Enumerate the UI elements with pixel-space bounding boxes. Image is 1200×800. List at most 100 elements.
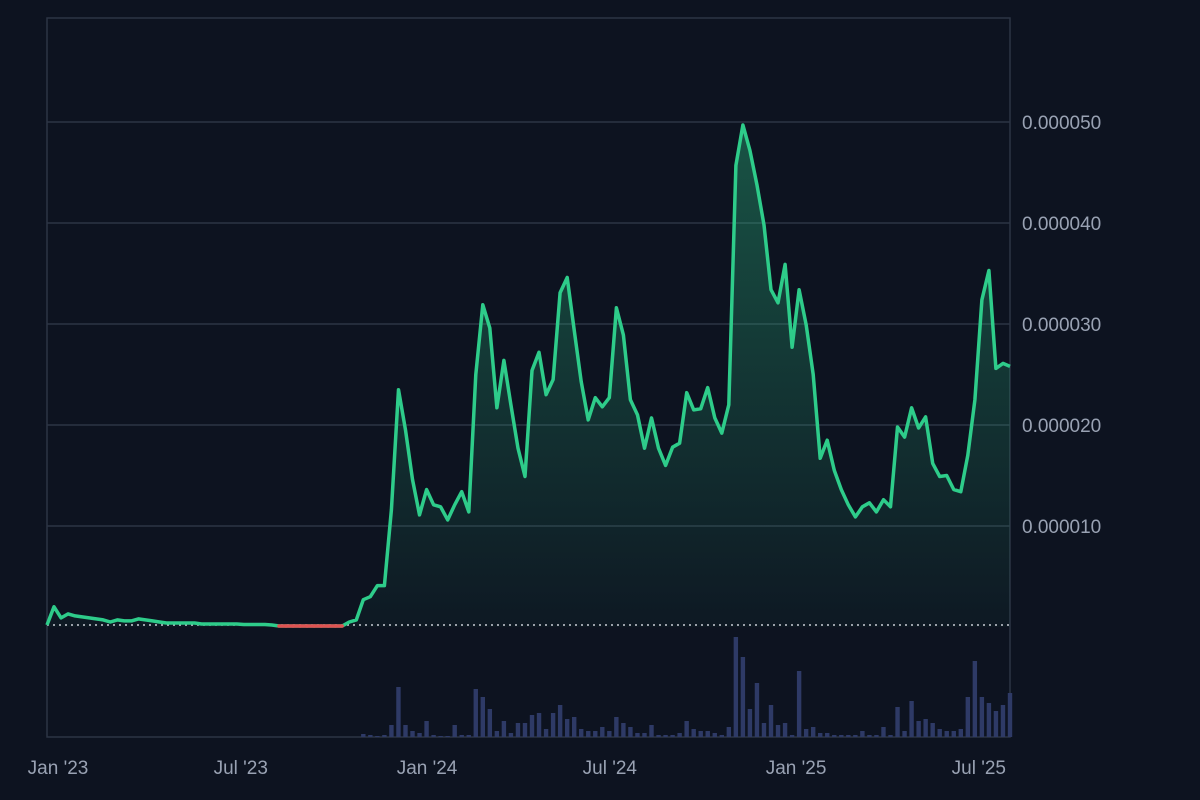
volume-bar (635, 733, 640, 737)
x-tick-label: Jul '25 (952, 758, 1006, 779)
volume-bar (930, 723, 935, 737)
volume-bar (846, 735, 851, 737)
volume-bar (417, 733, 422, 737)
y-tick-label: 0.000020 (1022, 416, 1101, 437)
volume-bar (705, 731, 710, 737)
volume-bar (691, 729, 696, 737)
volume-bar (494, 731, 500, 737)
volume-bar (796, 671, 802, 737)
volume-bar (396, 687, 401, 737)
volume-bar (979, 697, 985, 737)
volume-bar (684, 721, 689, 737)
volume-bar (586, 731, 591, 737)
volume-bar (916, 721, 921, 737)
y-tick-label: 0.000040 (1022, 214, 1101, 235)
volume-bar (972, 661, 978, 737)
volume-bar (860, 731, 865, 737)
volume-bar (986, 703, 992, 737)
volume-bar (839, 735, 844, 737)
volume-bar (607, 731, 612, 737)
volume-bar (614, 717, 619, 737)
volume-bar (895, 707, 900, 737)
volume-bar (529, 715, 535, 737)
volume-bar (951, 731, 956, 737)
volume-bar (881, 727, 886, 737)
x-tick-label: Jan '25 (766, 758, 827, 779)
volume-bar (579, 729, 584, 737)
volume-bar (480, 697, 486, 737)
volume-bar (656, 735, 661, 737)
volume-bar (944, 731, 949, 737)
volume-bar (361, 734, 366, 737)
volume-bar (733, 637, 739, 737)
volume-bar (466, 735, 471, 737)
volume-bar (818, 733, 823, 737)
x-tick-label: Jul '23 (214, 758, 268, 779)
volume-bar (712, 733, 717, 737)
volume-bar (803, 729, 809, 737)
volume-bar (452, 725, 457, 737)
x-tick-label: Jul '24 (583, 758, 638, 779)
volume-bar (557, 705, 563, 737)
volume-bar (389, 725, 394, 737)
y-tick-label: 0.000050 (1022, 113, 1101, 134)
volume-bar (958, 729, 963, 737)
volume-bar (621, 723, 626, 737)
volume-bar (663, 735, 668, 737)
volume-bar (501, 721, 507, 737)
volume-bar (642, 733, 647, 737)
price-area (47, 125, 1010, 627)
volume-bar (902, 731, 907, 737)
volume-bar (543, 729, 549, 737)
volume-bar (368, 735, 373, 737)
volume-bar (874, 735, 879, 737)
volume-bar (522, 723, 528, 737)
volume-bar (867, 735, 872, 737)
volume-bar (782, 723, 788, 737)
volume-bar (571, 717, 577, 737)
volume-bar (761, 723, 767, 737)
volume-bar (888, 735, 893, 737)
volume-bar (993, 711, 999, 737)
volume-bar (410, 731, 415, 737)
volume-bar (853, 735, 858, 737)
volume-bar (403, 725, 408, 737)
volume-bar (768, 705, 774, 737)
volume-bar (677, 733, 682, 737)
volume-bar (754, 683, 760, 737)
volume-bar (445, 736, 450, 737)
volume-bar (600, 727, 605, 737)
volume-bar (536, 713, 542, 737)
volume-bar (937, 729, 942, 737)
volume-bar (810, 727, 816, 737)
volume-bar (515, 723, 521, 737)
volume-bar (550, 713, 556, 737)
volume-bar (459, 735, 464, 737)
volume-bar (747, 709, 753, 737)
volume-bar (775, 725, 781, 737)
volume-bar (649, 725, 654, 737)
volume-bar (789, 735, 795, 737)
volume-bar (965, 697, 971, 737)
volume-bar (424, 721, 429, 737)
volume-bar (740, 657, 746, 737)
volume-bar (832, 735, 837, 737)
volume-bar (719, 735, 725, 737)
y-tick-label: 0.000030 (1022, 315, 1101, 336)
volume-bar (438, 736, 443, 737)
volume-bar (825, 733, 830, 737)
volume-bar (628, 727, 633, 737)
y-tick-label: 0.000010 (1022, 517, 1101, 538)
volume-bar (593, 731, 598, 737)
volume-bar (487, 709, 493, 737)
volume-bar (431, 735, 436, 737)
volume-bar (564, 719, 570, 737)
volume-bar (473, 689, 478, 737)
volume-bar (698, 731, 703, 737)
volume-bar (923, 719, 928, 737)
volume-bar (1000, 705, 1006, 737)
x-tick-label: Jan '23 (28, 758, 89, 779)
volume-bar (726, 727, 732, 737)
